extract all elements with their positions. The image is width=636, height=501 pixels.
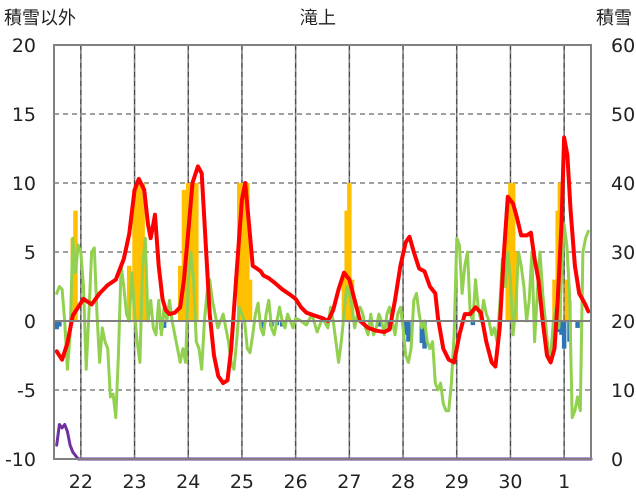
- orange-bar: [194, 183, 199, 321]
- orange-bar: [126, 265, 132, 321]
- y-left-tick-label: 5: [24, 242, 36, 264]
- y-left-tick-label: 0: [24, 311, 36, 333]
- orange-bar: [347, 183, 352, 321]
- blue-bar: [54, 321, 59, 330]
- orange-bar: [344, 210, 349, 321]
- orange-bar: [510, 183, 516, 321]
- x-tick-label: 25: [230, 471, 254, 493]
- orange-bar: [245, 183, 250, 321]
- red-series-line: [54, 135, 591, 386]
- blue-bar: [470, 321, 476, 326]
- blue-bar: [419, 321, 425, 344]
- y-right-tick-label: 10: [611, 380, 635, 402]
- orange-bar: [190, 183, 195, 321]
- x-tick-label: 24: [176, 471, 200, 493]
- blue-bar: [376, 321, 382, 327]
- blue-bar: [559, 321, 564, 335]
- blue-bar: [561, 321, 567, 349]
- x-tick-label: 1: [558, 471, 570, 493]
- left-axis-label: 積雪以外: [4, 8, 76, 29]
- chart-title: 滝上: [300, 8, 336, 29]
- x-tick-label: 30: [498, 471, 522, 493]
- x-tick-label: 28: [391, 471, 415, 493]
- plot-frame: [53, 44, 592, 460]
- x-tick-label: 23: [122, 471, 146, 493]
- orange-bar: [242, 183, 247, 321]
- blue-bar: [161, 321, 167, 328]
- blue-bar: [406, 321, 411, 342]
- orange-bar: [552, 279, 557, 321]
- blue-bar: [403, 321, 408, 335]
- orange-bar: [143, 265, 148, 321]
- y-right-tick-label: 50: [611, 104, 635, 126]
- blue-bar: [575, 321, 580, 328]
- orange-bar: [181, 189, 187, 321]
- orange-bar: [136, 183, 142, 321]
- y-left-tick-label: 10: [12, 173, 36, 195]
- y-right-tick-label: 0: [611, 449, 623, 471]
- orange-bar: [239, 183, 245, 321]
- x-tick-label: 22: [69, 471, 93, 493]
- x-tick-label: 29: [445, 471, 469, 493]
- y-left-tick-label: 20: [12, 35, 36, 57]
- lines-layer: [54, 135, 593, 461]
- y-right-tick-label: 30: [611, 242, 635, 264]
- blue-bar: [57, 321, 62, 327]
- orange-bar: [247, 279, 253, 321]
- orange-bar: [508, 183, 513, 321]
- y-left-tick-label: 15: [12, 104, 36, 126]
- orange-bar: [564, 279, 570, 321]
- x-tick-label: 27: [337, 471, 361, 493]
- y-right-tick-label: 20: [611, 311, 635, 333]
- y-left-tick-label: -10: [5, 449, 36, 471]
- y-right-tick-label: 40: [611, 173, 635, 195]
- y-right-tick-label: 60: [611, 35, 635, 57]
- y-left-tick-label: -5: [17, 380, 36, 402]
- orange-bar: [341, 272, 347, 321]
- x-tick-label: 26: [284, 471, 308, 493]
- right-axis-label: 積雪: [596, 8, 632, 29]
- blue-bar: [422, 321, 427, 349]
- orange-bar: [132, 189, 137, 321]
- purple-series-line: [55, 423, 593, 461]
